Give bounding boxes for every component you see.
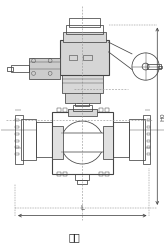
Bar — [68, 110, 97, 116]
Bar — [105, 108, 109, 112]
Bar — [15, 153, 19, 155]
Bar — [21, 119, 36, 160]
Bar — [69, 55, 77, 60]
Bar — [77, 180, 87, 184]
Bar — [36, 122, 52, 157]
Text: L: L — [80, 205, 84, 211]
Bar — [62, 73, 103, 93]
Bar — [15, 140, 19, 141]
Bar — [66, 25, 103, 34]
Bar — [15, 146, 19, 148]
Bar — [113, 122, 129, 157]
Bar — [147, 146, 150, 148]
Bar — [61, 133, 104, 152]
Bar — [129, 119, 145, 160]
Bar — [60, 40, 109, 75]
Bar — [103, 126, 113, 159]
Bar — [158, 66, 162, 68]
Bar — [99, 172, 103, 176]
Bar — [52, 126, 63, 159]
Bar — [147, 133, 150, 135]
Bar — [143, 115, 150, 164]
Bar — [69, 18, 100, 26]
Bar — [63, 108, 67, 112]
Bar — [147, 119, 150, 121]
Bar — [29, 58, 60, 79]
Bar — [65, 91, 100, 102]
Bar — [75, 174, 89, 180]
Bar — [83, 55, 92, 60]
Bar — [7, 66, 13, 71]
Bar — [147, 64, 161, 70]
Bar — [15, 115, 23, 164]
Bar — [63, 172, 67, 176]
Bar — [15, 126, 19, 128]
Bar — [77, 98, 87, 102]
Bar — [99, 108, 103, 112]
Bar — [15, 133, 19, 135]
Bar — [52, 112, 113, 174]
Bar — [147, 126, 150, 128]
Text: H0: H0 — [160, 112, 165, 120]
Bar — [57, 172, 61, 176]
Bar — [147, 140, 150, 141]
Bar — [75, 101, 89, 106]
Bar — [63, 32, 106, 42]
Bar — [11, 64, 29, 72]
Bar — [72, 104, 92, 111]
Bar — [15, 119, 19, 121]
Text: 电动: 电动 — [69, 232, 80, 242]
Bar — [57, 108, 61, 112]
Bar — [105, 172, 109, 176]
Bar — [147, 153, 150, 155]
